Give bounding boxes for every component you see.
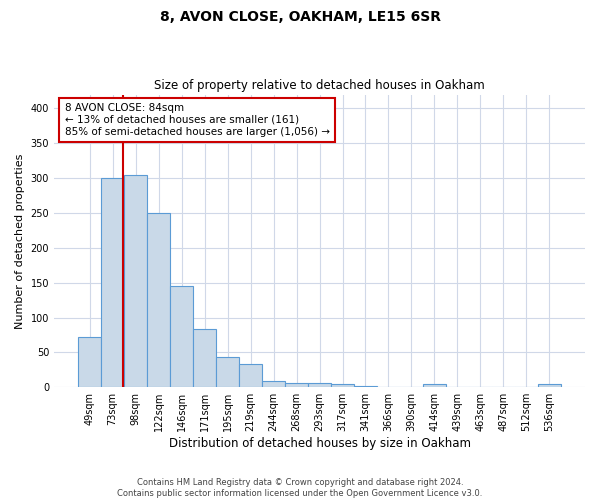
Bar: [147, 213, 170, 387]
Bar: [262, 381, 285, 387]
Text: 8, AVON CLOSE, OAKHAM, LE15 6SR: 8, AVON CLOSE, OAKHAM, LE15 6SR: [160, 10, 440, 24]
Bar: [78, 337, 101, 387]
Bar: [285, 383, 308, 387]
Y-axis label: Number of detached properties: Number of detached properties: [15, 153, 25, 328]
Bar: [331, 384, 354, 387]
Text: Contains HM Land Registry data © Crown copyright and database right 2024.
Contai: Contains HM Land Registry data © Crown c…: [118, 478, 482, 498]
Bar: [538, 384, 561, 387]
Bar: [193, 330, 216, 387]
Bar: [124, 174, 147, 387]
Text: 8 AVON CLOSE: 84sqm
← 13% of detached houses are smaller (161)
85% of semi-detac: 8 AVON CLOSE: 84sqm ← 13% of detached ho…: [65, 104, 329, 136]
Bar: [216, 356, 239, 387]
Bar: [308, 383, 331, 387]
Bar: [101, 178, 124, 387]
Title: Size of property relative to detached houses in Oakham: Size of property relative to detached ho…: [154, 79, 485, 92]
Bar: [170, 286, 193, 387]
Bar: [423, 384, 446, 387]
X-axis label: Distribution of detached houses by size in Oakham: Distribution of detached houses by size …: [169, 437, 470, 450]
Bar: [354, 386, 377, 387]
Bar: [239, 364, 262, 387]
